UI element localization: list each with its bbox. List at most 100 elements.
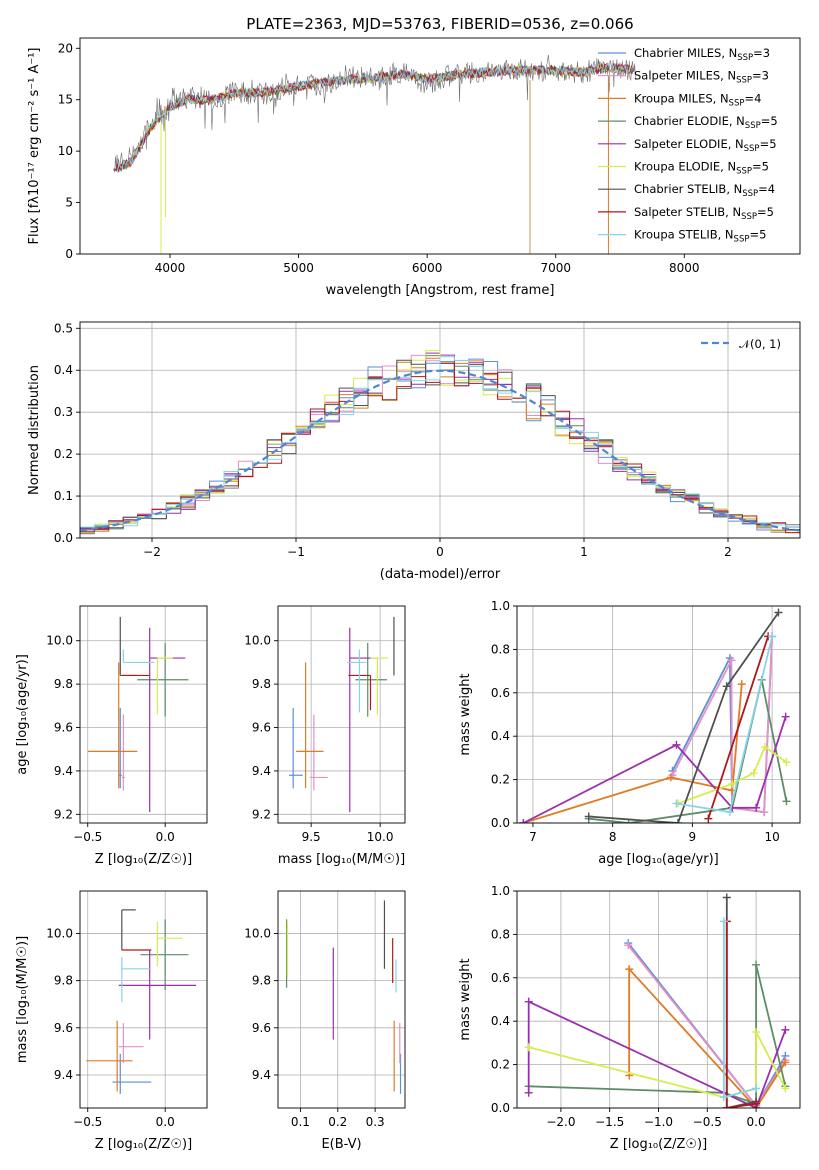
- legend-label: Salpeter STELIB, NSSP=5: [634, 205, 774, 222]
- y-tick-label: 9.2: [54, 807, 73, 821]
- weight-marker: [666, 773, 675, 782]
- x-tick-label: −0.5: [73, 1115, 102, 1129]
- weight-marker: [704, 814, 713, 823]
- x-tick-label: 0.1: [291, 1115, 310, 1129]
- y-tick-label: 9.8: [252, 974, 271, 988]
- y-tick-label: 10.0: [244, 926, 271, 940]
- weight-marker: [674, 819, 683, 823]
- y-tick-label: 20: [58, 41, 73, 55]
- x-axis-label: mass [log₁₀(M/M☉)]: [278, 852, 405, 867]
- x-tick-label: 0.0: [747, 1115, 766, 1129]
- x-axis-label: Z [log₁₀(Z/Z☉)]: [95, 1137, 192, 1152]
- plot-area: [80, 350, 800, 538]
- legend-label: Chabrier ELODIE, NSSP=5: [634, 114, 778, 131]
- y-tick-label: 9.4: [252, 764, 271, 778]
- legend-label: Chabrier STELIB, NSSP=4: [634, 182, 775, 199]
- legend: Chabrier MILES, NSSP=3 Salpeter MILES, NS…: [598, 46, 778, 245]
- weight-line-8: [725, 921, 757, 1108]
- weight-marker: [760, 808, 769, 817]
- z-weight-panel: −2.0 −1.5 −1.0 −0.5 0.0 0.0 0.2 0.4 0.6 0.8 1.0 Z […: [458, 884, 801, 1152]
- plot-area: [289, 616, 395, 813]
- y-tick-label: 0: [65, 247, 73, 261]
- weight-line-1: [627, 942, 787, 1108]
- weight-marker: [752, 1099, 761, 1108]
- y-tick-label: 9.6: [252, 1021, 271, 1035]
- y-tick-label: 0.6: [491, 686, 510, 700]
- y-tick-label: 10: [58, 144, 73, 158]
- plot-area: [87, 616, 189, 813]
- weight-marker: [722, 1104, 731, 1108]
- x-tick-label: −2.0: [546, 1115, 575, 1129]
- y-axis-label: mass [log₁₀(M/M☉)]: [15, 936, 30, 1063]
- weight-marker: [672, 799, 681, 808]
- axes-frame: [79, 37, 801, 255]
- histogram-9: [80, 356, 800, 538]
- spectrum-panel: 4000 5000 6000 7000 8000 0 5 10 15 20 wavelength […: [27, 37, 801, 298]
- weight-marker: [781, 1058, 790, 1067]
- weight-marker: [524, 997, 533, 1006]
- weight-marker: [722, 682, 731, 691]
- weight-marker: [519, 819, 528, 823]
- x-tick-label: −0.5: [693, 1115, 722, 1129]
- weight-marker: [752, 1084, 761, 1093]
- y-tick-label: 0.6: [491, 971, 510, 985]
- axes-frame: [277, 605, 406, 824]
- x-tick-label: 0.2: [328, 1115, 347, 1129]
- x-tick-label: −2: [143, 545, 161, 559]
- y-axis-label: Normed distribution: [27, 365, 42, 495]
- x-tick-label: 5000: [283, 261, 314, 275]
- y-tick-label: 0.4: [54, 363, 73, 377]
- weight-marker: [625, 965, 634, 974]
- y-tick-label: 0.0: [491, 816, 510, 830]
- y-tick-label: 9.6: [252, 721, 271, 735]
- y-tick-label: 10.0: [46, 634, 73, 648]
- axes-frame: [277, 890, 406, 1109]
- weight-marker: [719, 1093, 728, 1102]
- weight-marker: [672, 740, 681, 749]
- x-tick-label: 8000: [669, 261, 700, 275]
- legend-label: Salpeter MILES, NSSP=3: [634, 69, 769, 86]
- weight-marker: [727, 656, 736, 665]
- x-tick-label: 4000: [155, 261, 186, 275]
- normal-curve: [80, 369, 800, 532]
- x-tick-label: 0: [436, 545, 444, 559]
- x-tick-label: 8: [609, 830, 617, 844]
- model-flux-point: [113, 168, 117, 172]
- weight-marker: [752, 1028, 761, 1037]
- weight-marker: [624, 941, 633, 950]
- x-tick-label: −1: [287, 545, 305, 559]
- weight-marker: [737, 680, 746, 689]
- weight-marker: [782, 758, 791, 767]
- weight-line-2: [627, 944, 787, 1108]
- x-tick-label: −0.5: [73, 830, 102, 844]
- y-tick-label: 15: [58, 93, 73, 107]
- y-tick-label: 0.2: [491, 773, 510, 787]
- x-tick-label: 0.0: [156, 1115, 175, 1129]
- y-tick-label: 9.6: [54, 1021, 73, 1035]
- weight-marker: [722, 893, 731, 902]
- x-tick-label: 7000: [540, 261, 571, 275]
- z-age-panel: −0.5 0.0 9.2 9.4 9.6 9.8 10.0 Z [log₁₀(Z/Z☉)] ag…: [15, 605, 208, 867]
- y-axis-label: Flux [fλ10⁻¹⁷ erg cm⁻² s⁻¹ A⁻¹]: [27, 48, 42, 245]
- axes-frame: [79, 321, 801, 539]
- weight-marker: [774, 608, 783, 617]
- weight-line-5: [522, 716, 787, 823]
- weight-marker: [768, 632, 777, 641]
- y-tick-label: 9.2: [252, 807, 271, 821]
- plot-area: [113, 54, 636, 254]
- x-tick-label: 10.0: [367, 830, 394, 844]
- weight-marker: [781, 1025, 790, 1034]
- axes-frame: [79, 890, 208, 1109]
- y-tick-label: 0.0: [491, 1101, 510, 1115]
- plot-area: [524, 893, 790, 1108]
- y-tick-label: 0.4: [491, 1014, 510, 1028]
- weight-marker: [524, 1088, 533, 1097]
- weight-marker: [728, 779, 737, 788]
- y-tick-label: 0.3: [54, 405, 73, 419]
- legend-label: Kroupa STELIB, NSSP=5: [634, 228, 766, 245]
- x-axis-label: age [log₁₀(age/yr)]: [598, 852, 719, 867]
- weight-line-1: [671, 636, 773, 814]
- weight-marker: [524, 1043, 533, 1052]
- x-axis-label: Z [log₁₀(Z/Z☉)]: [95, 852, 192, 867]
